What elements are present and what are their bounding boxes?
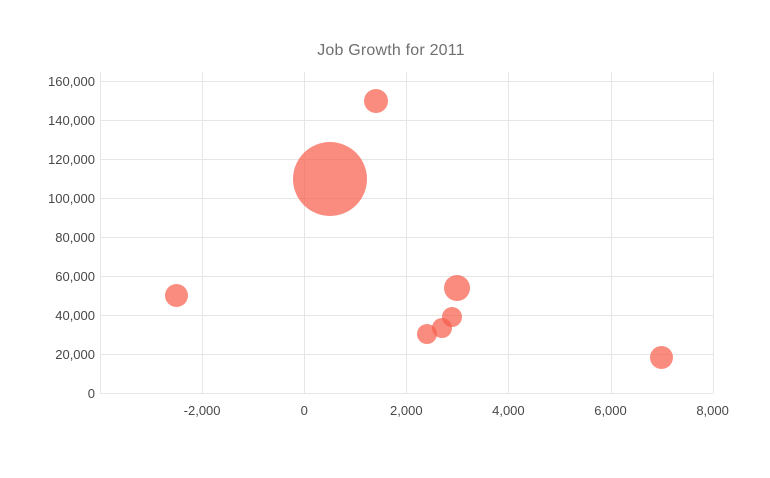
y-axis-tick-label: 120,000	[48, 152, 95, 168]
bubble-point[interactable]	[444, 274, 471, 301]
v-gridline	[712, 72, 714, 393]
bubble-point[interactable]	[416, 324, 437, 345]
y-axis-tick-label: 20,000	[55, 346, 95, 362]
v-gridline	[100, 72, 101, 393]
x-axis-tick-label: -2,000	[183, 403, 221, 418]
y-axis-tick-label: 0	[87, 385, 95, 401]
y-axis-tick-label: 80,000	[55, 230, 95, 245]
x-axis-tick-label: 6,000	[594, 403, 627, 418]
h-gridline	[100, 392, 713, 394]
v-gridline	[406, 72, 408, 393]
x-axis-tick-label: 2,000	[390, 403, 423, 418]
bubble-point[interactable]	[650, 346, 674, 370]
y-axis-tick-label: 140,000	[48, 113, 95, 129]
x-axis-tick-label: 8,000	[696, 403, 729, 418]
bubble-point[interactable]	[292, 141, 367, 216]
y-axis-tick-label: 40,000	[55, 307, 95, 323]
bubble-point[interactable]	[442, 306, 463, 327]
y-axis-tick-label: 160,000	[48, 74, 95, 90]
v-gridline	[508, 72, 510, 393]
bubble-point[interactable]	[165, 283, 189, 307]
x-axis-tick-label: 4,000	[492, 403, 525, 418]
y-axis-tick-label: 100,000	[48, 191, 95, 207]
v-gridline	[304, 72, 306, 393]
y-axis-tick-label: 60,000	[55, 268, 95, 284]
x-axis-tick-label: 0	[300, 403, 308, 418]
v-gridline	[202, 72, 204, 393]
bubble-point[interactable]	[363, 88, 388, 113]
v-gridline	[610, 72, 612, 393]
chart-title: Job Growth for 2011	[317, 42, 465, 59]
